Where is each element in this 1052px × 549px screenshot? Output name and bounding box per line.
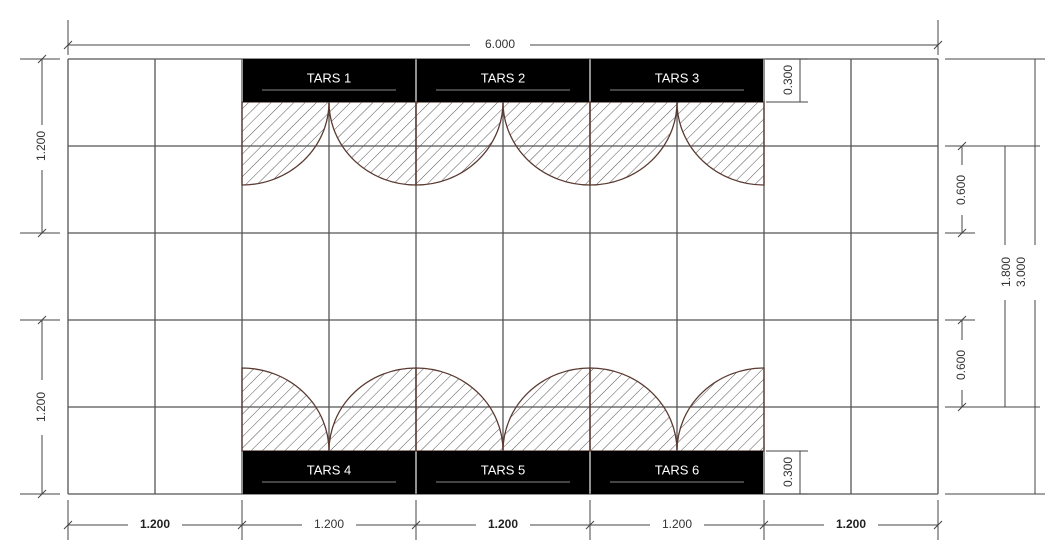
hatch [415,101,504,186]
dim-label: 0.300 [781,65,795,95]
hatch [241,101,330,186]
hatch [415,367,504,452]
hatch [328,101,417,186]
hatch [589,101,678,186]
modules: TARS 1 TARS 2 TARS 3 TARS 4 TARS 5 TARS 6 [243,59,763,494]
module [243,59,415,102]
dim-label: 1.200 [662,517,692,531]
dim-label: 1.200 [836,517,866,531]
module-label: TARS 4 [307,462,352,477]
module-label: TARS 5 [481,462,526,477]
hatch [502,367,591,452]
dim-label: 6.000 [485,37,515,51]
module [243,451,415,494]
module-label: TARS 6 [655,462,700,477]
module-label: TARS 1 [307,70,352,85]
hatch [589,367,678,452]
dim-label: 0.300 [781,457,795,487]
dim-label: 1.800 [999,257,1013,287]
hatch [328,367,417,452]
hatch [241,367,330,452]
module [417,451,589,494]
dim-label: 3.000 [1014,257,1028,287]
hatch [676,367,765,452]
dim-label: 1.200 [314,517,344,531]
module [591,451,763,494]
dim-label: 0.600 [954,350,968,380]
dim-label: 1.200 [488,517,518,531]
hatch [502,101,591,186]
grid [67,58,939,495]
module-label: TARS 2 [481,70,526,85]
module-label: TARS 3 [655,70,700,85]
module [417,59,589,102]
module [591,59,763,102]
dim-label: 1.200 [34,392,48,422]
dim-label: 1.200 [140,517,170,531]
dimensions: 6.000 1.200 1.200 0.300 0.300 0.600 0.60… [20,20,1045,540]
hatch [676,101,765,186]
dim-label: 0.600 [954,175,968,205]
hatches [241,101,765,452]
dim-label: 1.200 [34,131,48,161]
